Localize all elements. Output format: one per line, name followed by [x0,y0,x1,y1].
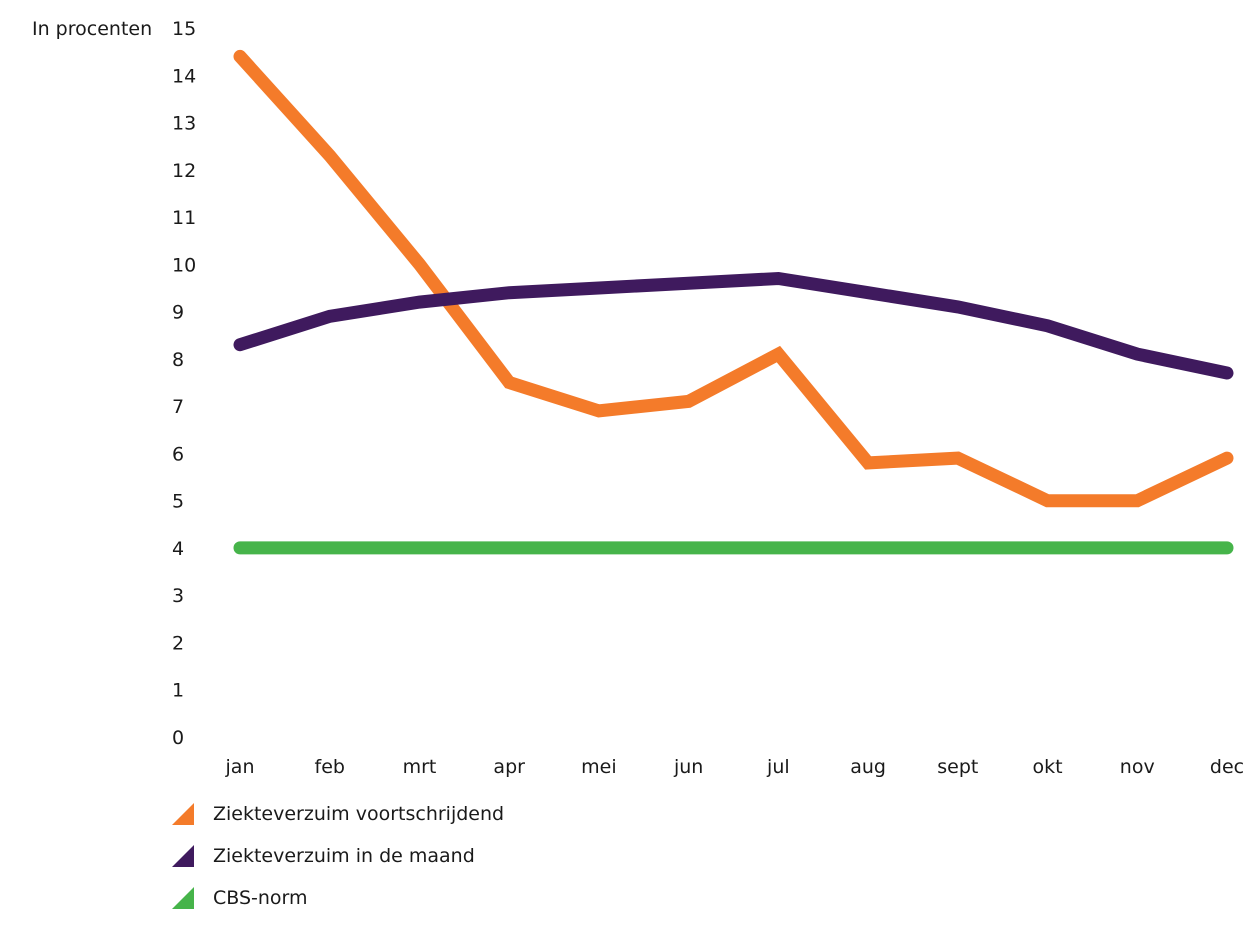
y-tick-label: 5 [172,491,184,513]
legend-label: Ziekteverzuim voortschrijdend [213,803,504,825]
data-point [1047,325,1049,327]
data-point [957,457,959,459]
x-tick-label: feb [315,756,345,778]
data-point [418,263,420,265]
legend: Ziekteverzuim voortschrijdend Ziekteverzu… [172,803,504,909]
data-point [1226,372,1228,374]
y-tick-label: 14 [172,65,196,87]
series-line [233,49,1234,508]
data-point [867,547,869,549]
x-tick-label: sept [937,756,978,778]
legend-label: Ziekteverzuim in de maand [213,845,475,867]
y-tick-label: 8 [172,349,184,371]
data-point [688,400,690,402]
x-tick-label: jan [225,756,255,778]
data-point [867,292,869,294]
data-point [329,547,331,549]
y-tick-label: 0 [172,727,184,749]
y-tick-label: 9 [172,302,184,324]
data-point [777,278,779,280]
y-tick-label: 12 [172,160,196,182]
data-point [598,287,600,289]
data-point [777,547,779,549]
data-point [1136,353,1138,355]
data-point [867,462,869,464]
series-lines [233,49,1234,555]
y-tick-label: 7 [172,396,184,418]
data-point [329,315,331,317]
x-tick-label: apr [493,756,525,778]
data-point [1136,500,1138,502]
data-point [329,155,331,157]
data-point [508,547,510,549]
data-point [1047,500,1049,502]
data-point [688,282,690,284]
x-tick-label: okt [1033,756,1063,778]
data-point [1047,547,1049,549]
data-point [688,547,690,549]
legend-swatch [172,887,194,909]
y-axis-label: In procenten [32,18,152,40]
x-tick-label: jul [766,756,790,778]
data-point [957,547,959,549]
y-tick-label: 1 [172,680,184,702]
data-point [598,410,600,412]
data-point [1136,547,1138,549]
data-point [777,353,779,355]
x-tick-label: nov [1120,756,1155,778]
legend-swatch [172,803,194,825]
y-tick-label: 11 [172,207,196,229]
data-point [239,344,241,346]
data-point [1226,457,1228,459]
y-tick-label: 13 [172,113,196,135]
data-point [598,547,600,549]
y-tick-label: 3 [172,585,184,607]
data-point [418,301,420,303]
series-line [233,271,1234,380]
x-axis-ticks: jan feb mrt apr mei jun jul aug sept okt nov dec [225,756,1245,778]
y-tick-label: 15 [172,18,196,40]
data-point [239,55,241,57]
data-point [957,306,959,308]
x-tick-label: jun [673,756,703,778]
data-point [508,292,510,294]
y-tick-label: 2 [172,632,184,654]
legend-swatch [172,845,194,867]
x-tick-label: mrt [403,756,437,778]
y-tick-label: 6 [172,443,184,465]
y-tick-label: 4 [172,538,184,560]
x-tick-label: mei [581,756,616,778]
data-point [239,547,241,549]
y-tick-label: 10 [172,254,196,276]
x-tick-label: aug [850,756,886,778]
x-tick-label: dec [1210,756,1244,778]
data-point [418,547,420,549]
data-point [1226,547,1228,549]
legend-label: CBS-norm [213,887,308,909]
data-point [508,382,510,383]
